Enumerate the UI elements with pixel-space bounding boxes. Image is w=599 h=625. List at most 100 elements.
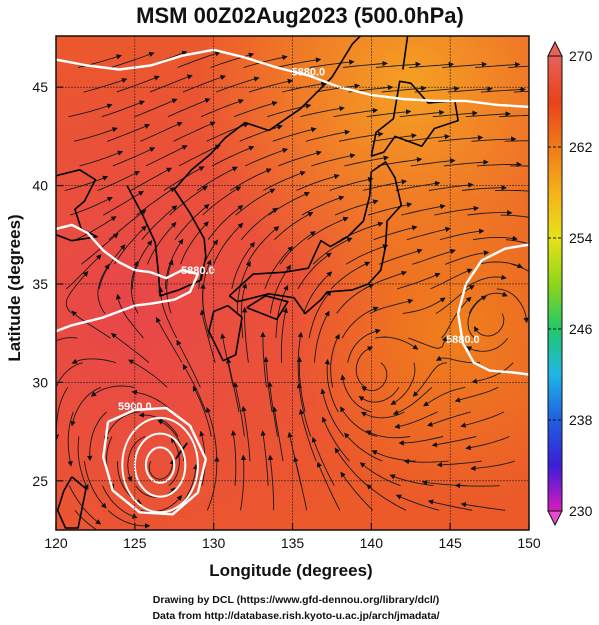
streamline [235,188,276,216]
streamline [403,458,449,465]
streamline [341,306,379,339]
streamline [173,121,216,142]
streamline [468,291,508,314]
streamline [465,111,511,118]
streamline [297,252,332,290]
streamline [330,333,340,388]
streamline [108,209,147,241]
streamline [210,52,255,68]
x-tick-label: 145 [438,535,462,551]
streamline [447,86,493,93]
streamline [461,185,507,191]
streamline [157,286,178,339]
streamline [311,436,335,486]
streamline [267,454,275,511]
colorbar-max-arrow [547,40,563,57]
streamline [279,231,316,265]
streamline [130,167,173,191]
streamline [64,175,109,191]
streamline [377,156,423,167]
streamline [65,271,89,314]
streamline [379,248,423,265]
streamline [513,90,529,93]
streamline [149,74,193,93]
x-axis-label: Longitude (degrees) [209,561,372,580]
streamline [463,274,507,290]
streamline [71,358,117,364]
streamline [148,458,176,480]
streamline [376,61,421,68]
streamline [146,221,177,265]
streamline [342,60,388,68]
y-axis-ticks: 25 30 35 40 45 [32,79,63,489]
x-tick-label: 150 [517,535,541,551]
streamline [248,78,294,93]
credit-line-1: Drawing by DCL (https://www.gfd-dennou.o… [153,594,439,606]
streamline [83,461,107,509]
streamline [454,386,499,403]
contour-label: 5880.0 [446,334,480,346]
streamline [264,246,294,290]
streamline [97,171,141,191]
streamline [202,259,212,314]
streamline [240,282,248,339]
streamline [205,406,218,462]
streamline [430,268,473,290]
streamline [406,226,451,241]
streamline [373,225,418,241]
streamline [56,362,83,400]
streamline [134,98,178,118]
streamline [56,337,78,342]
streamline [308,290,332,339]
x-tick-label: 130 [202,535,226,551]
streamline [298,408,317,462]
streamline [366,484,407,511]
credit-line-2: Data from http://database.rish.kyoto-u.a… [152,610,439,622]
colorbar-tick-label: 246 [569,321,593,337]
streamline [67,411,74,467]
streamline [111,51,155,68]
streamline [315,83,361,93]
streamline [333,107,379,118]
streamline [510,165,529,167]
streamline [101,100,145,118]
streamline [466,337,509,352]
streamline [495,189,529,192]
streamline [240,454,247,511]
contour-line [56,223,200,333]
streamline [471,362,514,384]
streamline [297,331,304,388]
streamline [508,65,529,68]
colorbar: 230 238 246 254 262 270 [547,40,593,527]
streamline [296,174,340,191]
contour-line [102,406,207,516]
streamline [241,307,249,363]
coastline [208,304,243,362]
streamline [432,110,478,118]
streamline [174,203,210,240]
streamline [246,226,280,265]
streamline [498,114,529,118]
streamline [472,235,518,242]
streamline [445,250,490,265]
streamline [412,362,448,397]
streamline [113,225,147,265]
streamline [112,147,156,167]
streamline [363,270,408,290]
streamline [361,362,388,392]
gridlines [56,36,529,530]
streamline [77,436,89,491]
streamline [230,430,237,486]
streamline [213,222,244,265]
streamline [401,203,446,216]
streamline [467,295,487,339]
streamline [435,285,475,314]
coastline [228,161,403,315]
coastline [246,295,289,321]
streamline [320,388,345,437]
streamline [500,214,529,218]
streamline [309,59,355,68]
streamline [102,485,138,519]
coastline [402,36,409,70]
streamline [340,374,372,413]
